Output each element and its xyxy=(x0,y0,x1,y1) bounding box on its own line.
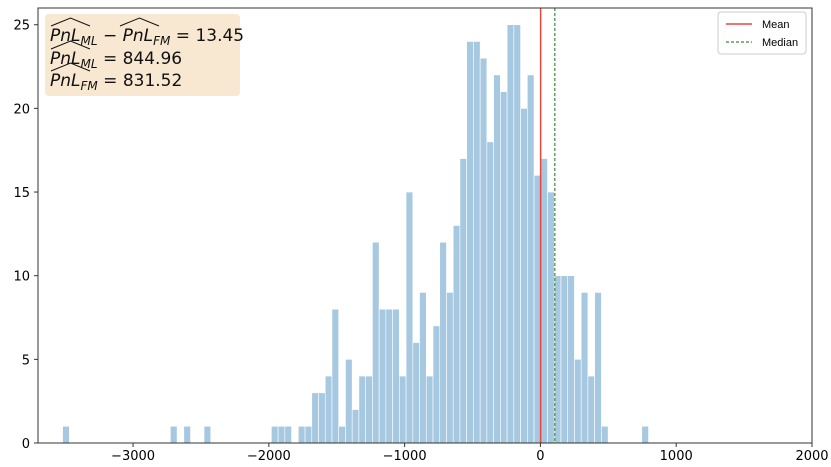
histogram-bar xyxy=(540,158,548,444)
histogram-bar xyxy=(520,108,528,444)
annotation-line-1-text: PnLML − PnLFM = 13.45 xyxy=(50,26,244,48)
histogram-bar xyxy=(574,359,582,444)
x-tick-label: 2000 xyxy=(795,449,828,463)
histogram-bar xyxy=(392,308,400,444)
histogram-bar xyxy=(385,308,393,444)
legend-frame xyxy=(717,11,807,55)
histogram-bar xyxy=(547,191,555,444)
histogram-bar xyxy=(311,392,319,444)
x-tick-label: −3000 xyxy=(111,449,155,463)
plot-frame xyxy=(37,7,813,444)
histogram-bar xyxy=(459,158,467,444)
histogram-bar xyxy=(399,375,407,444)
histogram-bar xyxy=(298,425,306,444)
annotation-line-2-text: PnLML = 844.96 xyxy=(50,49,182,71)
x-tick-label: −1000 xyxy=(383,449,427,463)
histogram-bar xyxy=(500,91,508,444)
histogram-bar xyxy=(493,74,501,444)
histogram-bar xyxy=(486,141,494,444)
annotation-line-1: PnLML − PnLFM = 13.45 xyxy=(50,17,244,48)
histogram-bar xyxy=(580,292,589,444)
x-tick-label: 0 xyxy=(536,449,544,463)
bars-layer xyxy=(62,24,649,444)
histogram-bar xyxy=(351,409,360,444)
y-tick-label: 10 xyxy=(13,270,30,285)
reference-lines xyxy=(539,8,556,443)
histogram-bar xyxy=(513,24,521,444)
histogram-bar xyxy=(439,241,447,444)
histogram-bar xyxy=(601,425,609,444)
y-tick-label: 0 xyxy=(22,437,30,452)
histogram-bar xyxy=(170,425,178,444)
histogram-bar xyxy=(479,57,488,444)
histogram-bar xyxy=(338,425,346,444)
y-tick-label: 25 xyxy=(13,19,30,34)
histogram-bar xyxy=(318,392,326,444)
legend-mean-label: Mean xyxy=(762,19,790,31)
histogram-bar xyxy=(372,241,380,444)
histogram-bar xyxy=(405,191,414,444)
histogram-bar xyxy=(594,292,602,444)
histogram-bar xyxy=(324,375,333,444)
histogram-bar xyxy=(473,41,481,444)
annotation-line-2: PnLML = 844.96 xyxy=(50,40,182,71)
histogram-bar xyxy=(452,225,461,444)
histogram-bar xyxy=(533,175,542,444)
histogram-bar xyxy=(560,275,569,444)
y-tick-label: 5 xyxy=(22,353,30,368)
histogram-bar xyxy=(62,425,70,444)
legend-median-label: Median xyxy=(762,37,798,49)
annotation-box: PnLML − PnLFM = 13.45 PnLML = 844.96 PnL… xyxy=(45,14,244,96)
histogram-bar xyxy=(641,425,649,444)
annotation-background xyxy=(45,14,240,96)
histogram-bar xyxy=(378,308,387,444)
histogram-bar xyxy=(425,375,434,444)
histogram-bar xyxy=(203,425,212,444)
histogram-bar xyxy=(432,325,441,444)
y-tick-label: 20 xyxy=(13,102,30,117)
histogram-bar xyxy=(345,359,353,444)
histogram-bar xyxy=(412,342,420,444)
histogram-bar xyxy=(446,292,454,444)
histogram-bar xyxy=(419,292,427,444)
histogram-bar xyxy=(527,74,535,444)
histogram-bar xyxy=(365,375,373,444)
x-tick-label: −2000 xyxy=(247,449,291,463)
annotation-line-3: PnLFM = 831.52 xyxy=(50,62,182,93)
histogram-bar xyxy=(506,24,515,444)
histogram-bar xyxy=(587,375,595,444)
histogram-bar xyxy=(331,308,340,444)
histogram-bar xyxy=(277,425,286,444)
histogram-bar xyxy=(304,425,313,444)
y-tick-label: 15 xyxy=(13,186,30,201)
histogram-bar xyxy=(466,41,474,444)
histogram-bar xyxy=(567,275,575,444)
annotation-line-3-text: PnLFM = 831.52 xyxy=(50,71,182,93)
legend: Mean Median xyxy=(717,11,807,55)
histogram-bar xyxy=(358,375,366,444)
histogram-bar xyxy=(284,425,292,444)
axis-ticks: −3000 −2000 −1000 0 1000 2000 0 5 10 15 20 25 xyxy=(13,19,828,464)
histogram-bar xyxy=(183,425,191,444)
x-tick-label: 1000 xyxy=(660,449,693,463)
histogram-bar xyxy=(271,425,279,444)
